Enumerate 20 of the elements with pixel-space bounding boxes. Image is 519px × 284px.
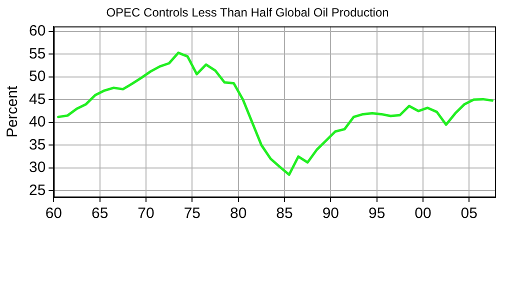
y-tick-label: 60 [28,22,46,40]
y-tick-label: 30 [28,159,46,176]
y-axis-title: Percent [4,85,22,138]
y-tick-label: 55 [28,45,46,62]
y-tick-label: 35 [28,136,46,154]
chart-title: OPEC Controls Less Than Half Global Oil Production [106,6,389,20]
x-tick-label: 85 [276,205,293,222]
x-tick-label: 65 [92,205,108,222]
x-tick-label: 60 [45,205,62,222]
x-tick-label: 05 [460,205,478,222]
y-tick-label: 50 [28,68,46,86]
y-tick-label: 45 [28,90,46,108]
y-tick-label: 25 [28,182,46,199]
x-tick-label: 70 [138,205,154,222]
x-tick-label: 75 [184,205,201,222]
x-tick-label: 00 [414,205,432,222]
x-tick-label: 90 [322,205,340,222]
y-tick-label: 40 [28,114,46,131]
x-tick-label: 80 [230,205,247,222]
x-tick-label: 95 [368,205,386,222]
